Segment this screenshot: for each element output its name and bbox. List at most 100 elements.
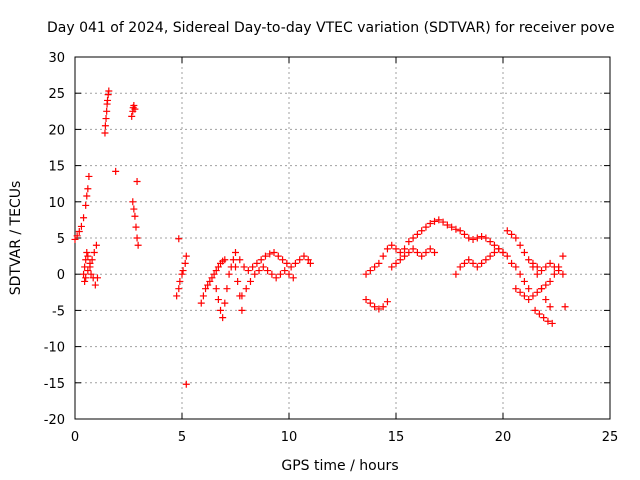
data-point: [396, 256, 404, 264]
y-tick-label: -15: [44, 377, 65, 392]
data-point: [495, 245, 503, 253]
data-point: [306, 259, 314, 267]
data-point: [388, 263, 396, 271]
data-point: [105, 87, 113, 95]
data-point: [456, 227, 464, 235]
data-point: [486, 252, 494, 260]
data-point: [181, 259, 189, 267]
data-point: [503, 227, 511, 235]
data-point: [508, 230, 516, 238]
data-point: [251, 270, 259, 278]
data-point: [133, 234, 141, 242]
data-point: [93, 274, 101, 282]
data-point: [264, 267, 272, 275]
y-tick-label: -10: [44, 341, 65, 356]
data-point: [259, 263, 267, 271]
y-tick-label: 5: [57, 232, 65, 247]
data-point: [512, 285, 520, 293]
data-point: [520, 292, 528, 300]
data-point: [300, 252, 308, 260]
data-point: [469, 259, 477, 267]
data-point: [81, 277, 89, 285]
data-point: [246, 277, 254, 285]
y-tick-label: 30: [48, 51, 65, 66]
data-point: [478, 259, 486, 267]
data-point: [212, 285, 220, 293]
data-point: [240, 263, 248, 271]
series-segment-16: [503, 227, 554, 311]
series-segment-14: [388, 245, 439, 271]
data-point: [542, 296, 550, 304]
data-point: [452, 225, 460, 233]
data-point: [219, 314, 227, 322]
data-point: [482, 234, 490, 242]
x-tick-label: 10: [281, 430, 298, 445]
data-point: [234, 277, 242, 285]
data-point: [279, 256, 287, 264]
data-point: [379, 303, 387, 311]
data-point: [232, 248, 239, 256]
data-point: [396, 248, 404, 256]
data-point: [208, 274, 216, 282]
data-point: [221, 256, 229, 264]
data-point: [533, 288, 541, 296]
data-point: [426, 220, 434, 228]
data-point: [103, 107, 111, 115]
data-point: [435, 216, 443, 224]
data-point: [443, 221, 451, 229]
data-point: [401, 252, 409, 260]
data-point: [512, 234, 520, 242]
series-segment-8: [197, 256, 229, 307]
data-points: [71, 87, 569, 388]
series-segment-13: [362, 296, 391, 313]
data-point: [409, 245, 417, 253]
data-point: [379, 252, 387, 260]
data-point: [383, 245, 391, 253]
data-point: [426, 245, 434, 253]
data-point: [555, 267, 563, 275]
data-point: [210, 270, 218, 278]
data-point: [182, 380, 190, 388]
data-point: [542, 263, 550, 271]
data-point: [176, 277, 184, 285]
series-segment-17: [512, 252, 567, 304]
data-point: [77, 222, 85, 230]
data-point: [101, 122, 109, 130]
data-point: [261, 252, 269, 260]
data-point: [255, 267, 263, 275]
data-point: [179, 267, 187, 275]
data-point: [229, 256, 237, 264]
data-point: [73, 232, 81, 240]
data-point: [546, 259, 554, 267]
data-point: [102, 115, 110, 123]
data-point: [525, 285, 533, 293]
y-tick-label: 15: [48, 160, 65, 175]
series-segment-5: [128, 102, 139, 120]
data-point: [214, 296, 222, 304]
data-point: [82, 274, 90, 282]
x-axis-label: GPS time / hours: [281, 458, 398, 474]
data-point: [413, 230, 421, 238]
y-tick-labels: -20 -15 -10 -5 0 5 10 15 20 25 30: [44, 51, 65, 428]
y-axis-label: SDTVAR / TECUs: [8, 181, 24, 296]
data-point: [214, 263, 222, 271]
data-point: [80, 214, 88, 222]
data-point: [206, 277, 214, 285]
series-segment-2: [80, 241, 101, 289]
data-point: [178, 270, 186, 278]
data-point: [516, 288, 524, 296]
data-point: [129, 198, 137, 206]
data-point: [82, 201, 90, 209]
data-point: [490, 241, 498, 249]
data-point: [202, 285, 210, 293]
data-point: [304, 256, 312, 264]
data-point: [422, 223, 430, 231]
series-segment-10: [232, 248, 314, 275]
data-point: [80, 270, 88, 278]
data-point: [268, 270, 276, 278]
series-segment-11: [238, 263, 297, 300]
series-segment-19: [529, 259, 569, 311]
x-tick-label: 15: [388, 430, 405, 445]
data-point: [401, 245, 409, 253]
data-point: [409, 234, 417, 242]
